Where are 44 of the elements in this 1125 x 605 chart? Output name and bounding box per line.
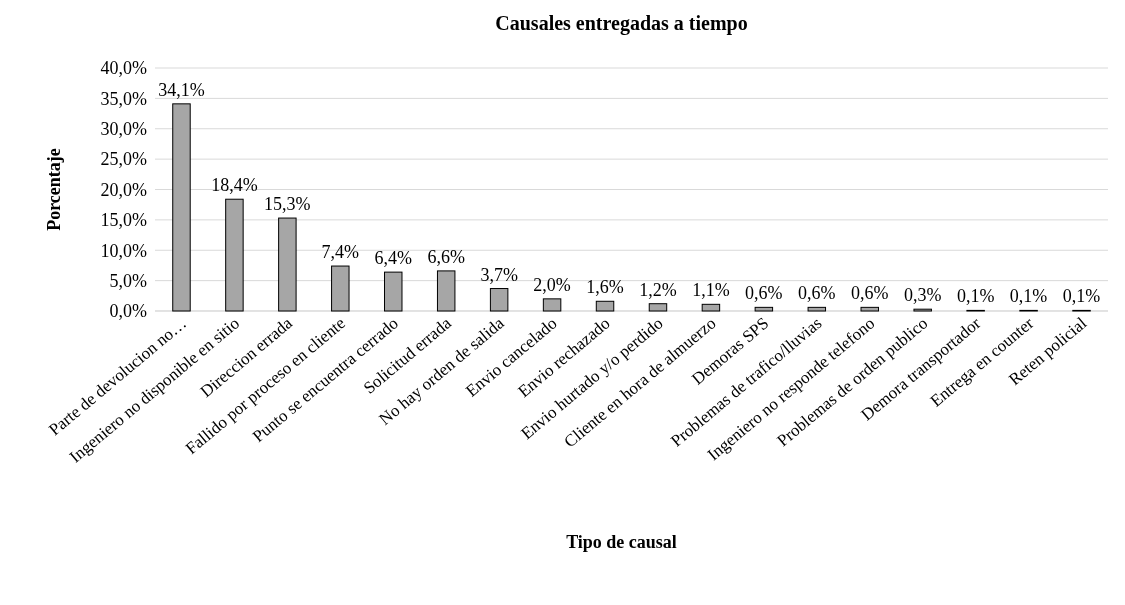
chart-title: Causales entregadas a tiempo <box>495 12 748 35</box>
y-axis-title: Porcentaje <box>44 148 64 231</box>
data-label: 15,3% <box>264 194 311 215</box>
data-label: 0,3% <box>903 285 942 306</box>
data-label: 18,4% <box>211 175 258 196</box>
bar <box>278 217 297 312</box>
data-label: 3,7% <box>480 264 518 285</box>
data-label: 0,6% <box>798 283 836 304</box>
bar <box>172 103 191 312</box>
bar <box>754 306 774 312</box>
data-label: 1,2% <box>639 279 677 300</box>
data-label: 6,6% <box>427 246 465 267</box>
y-tick-label: 30,0% <box>100 119 147 140</box>
data-label: 0,1% <box>1009 286 1048 307</box>
bar <box>436 270 456 312</box>
y-tick-label: 25,0% <box>100 149 147 170</box>
data-label: 6,4% <box>374 248 412 269</box>
data-label: 2,0% <box>533 274 571 295</box>
bar <box>384 271 403 312</box>
y-tick-label: 35,0% <box>100 88 147 109</box>
y-tick-label: 0,0% <box>109 301 147 322</box>
bar <box>648 303 668 312</box>
bar <box>542 298 562 312</box>
data-label: 0,6% <box>745 283 783 304</box>
y-tick-label: 5,0% <box>109 270 147 291</box>
data-label: 1,6% <box>586 277 624 298</box>
data-label: 34,1% <box>158 79 205 100</box>
bar <box>860 306 879 312</box>
data-label: 0,1% <box>1062 286 1101 307</box>
data-label: 7,4% <box>321 242 360 263</box>
bar <box>489 288 509 312</box>
x-axis-title: Tipo de causal <box>566 532 677 552</box>
bar <box>331 265 350 312</box>
data-label: 0,6% <box>851 283 889 304</box>
bar <box>225 198 244 312</box>
bar <box>595 300 615 312</box>
y-tick-label: 15,0% <box>100 210 147 231</box>
y-tick-label: 40,0% <box>100 58 147 79</box>
data-label: 1,1% <box>692 280 730 301</box>
bar <box>807 306 827 312</box>
y-tick-label: 20,0% <box>100 179 147 200</box>
bar <box>701 303 721 312</box>
data-label: 0,1% <box>956 286 995 307</box>
y-tick-label: 10,0% <box>100 240 147 261</box>
